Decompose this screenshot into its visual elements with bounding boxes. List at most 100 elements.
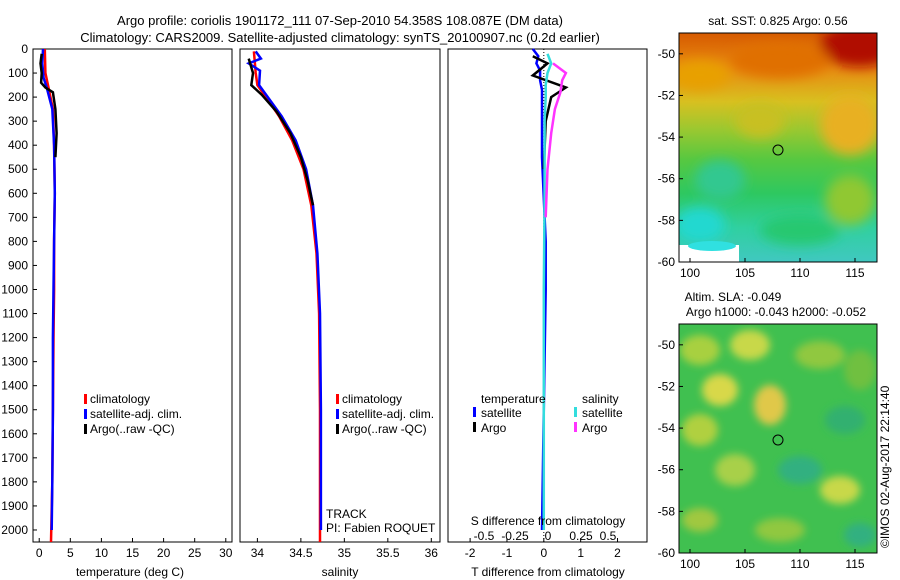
legend-swatch-climatology [84, 394, 87, 404]
difference-xlabel: T difference from climatology [471, 565, 625, 579]
lon-tick-label: 105 [735, 266, 755, 280]
y-tick-label: 800 [8, 234, 28, 248]
sla-lat-axis: -50 -52 -54 -56 -58 -60 [658, 338, 683, 560]
x-tick-label: -1 [502, 546, 513, 560]
track-annotation: TRACK [326, 507, 367, 521]
x-tick-label: 30 [219, 546, 233, 560]
series-line [247, 58, 315, 206]
sst-map: sat. SST: 0.825 Argo: 0.56 -50-52-54-56-… [658, 14, 878, 280]
temperature-x-axis: 0 5 10 15 20 25 30 [36, 538, 233, 560]
legend-swatch-satellite [84, 409, 87, 419]
imos-credit: ©IMOS 02-Aug-2017 22:14:40 [878, 385, 892, 548]
x-tick-label: 2 [614, 546, 621, 560]
lat-tick-label: -58 [658, 504, 676, 518]
legend-label: satellite-adj. clim. [342, 407, 434, 421]
sst-map-title: sat. SST: 0.825 Argo: 0.56 [708, 14, 848, 28]
x-tick-label: 34 [251, 546, 265, 560]
depth-axis: 0 100 200 300 400 500 600 700 800 900 1000 1100 1200… [1, 42, 37, 537]
y-tick-label: 1800 [1, 475, 28, 489]
x-tick-label: 1 [577, 546, 584, 560]
lon-tick-label: 110 [790, 266, 809, 280]
difference-legend: temperature salinity satellite Argo sate… [473, 392, 623, 435]
pi-annotation: PI: Fabien ROQUET [326, 521, 436, 535]
lat-tick-label: -54 [658, 130, 676, 144]
title-line-2: Climatology: CARS2009. Satellite-adjuste… [80, 30, 600, 45]
legend-swatch-argo [84, 424, 87, 434]
sst-map-frame [678, 32, 878, 263]
x2-tick: 0.25 [569, 529, 593, 543]
series-line [542, 53, 553, 530]
x2-tick: -0.25 [501, 529, 529, 543]
legend-label: Argo(..raw -QC) [90, 422, 175, 436]
lon-tick-label: 100 [680, 557, 700, 571]
lat-tick-label: -50 [658, 47, 676, 61]
lat-tick-label: -60 [658, 546, 676, 560]
x2-tick: 0 [545, 529, 552, 543]
x-tick-label: 34.5 [289, 546, 313, 560]
x-tick-label: 35.5 [376, 546, 400, 560]
lon-tick-label: 115 [845, 557, 864, 571]
y-tick-label: 500 [8, 162, 28, 176]
y-tick-label: 1300 [1, 355, 28, 369]
temperature-xlabel: temperature (deg C) [76, 565, 184, 579]
sst-field [679, 33, 877, 262]
y-tick-label: 600 [8, 186, 28, 200]
y-tick-label: 200 [8, 90, 28, 104]
y-tick-label: 1600 [1, 427, 28, 441]
difference-panel: -2 -1 0 1 2 S difference from climatology -0… [447, 48, 648, 579]
legend-label: climatology [342, 392, 402, 406]
legend-header-temperature: temperature [481, 392, 546, 406]
y-tick-label: 2000 [1, 523, 28, 537]
series-line [531, 48, 547, 531]
salinity-legend: climatology satellite-adj. clim. Argo(..… [336, 392, 434, 436]
sla-map-title-2: Argo h1000: -0.043 h2000: -0.052 [686, 305, 866, 319]
series-line [39, 53, 58, 158]
legend-label: climatology [90, 392, 150, 406]
difference-lines [530, 48, 569, 542]
y-tick-label: 1100 [2, 307, 28, 321]
y-tick-label: 1000 [1, 282, 28, 296]
salinity-xlabel: salinity [322, 565, 359, 579]
salinity-lines [245, 50, 323, 542]
legend-label: Argo(..raw -QC) [342, 422, 427, 436]
x-tick-label: 0 [540, 546, 547, 560]
x-tick-label: 36 [425, 546, 439, 560]
lat-tick-label: -56 [658, 463, 676, 477]
x-tick-label: 35 [338, 546, 352, 560]
lat-tick-label: -60 [658, 255, 676, 269]
sla-map-title-1: Altim. SLA: -0.049 [685, 290, 782, 304]
temperature-axes-box [32, 48, 233, 543]
legend-swatch-t-satellite [473, 407, 476, 417]
lat-tick-label: -52 [658, 88, 676, 102]
y-tick-label: 1400 [1, 379, 28, 393]
sla-field [679, 324, 877, 553]
difference-x2label: S difference from climatology [471, 514, 626, 528]
y-tick-label: 1200 [1, 331, 28, 345]
argo-location-marker [772, 144, 784, 156]
legend-label: Argo [481, 421, 507, 435]
legend-label: satellite-adj. clim. [90, 407, 182, 421]
legend-swatch-s-satellite [574, 407, 577, 417]
x-tick-label: 20 [157, 546, 171, 560]
sst-lon-axis: 100 105 110 115 [680, 258, 865, 280]
y-tick-label: 100 [8, 66, 28, 80]
y-tick-label: 1900 [1, 499, 28, 513]
lon-tick-label: 115 [845, 266, 864, 280]
x-tick-label: 15 [126, 546, 140, 560]
lon-tick-label: 105 [735, 557, 755, 571]
argo-location-marker [772, 434, 784, 446]
lon-tick-label: 100 [680, 266, 700, 280]
temperature-panel: 0100200300400500600700800900100011001200… [1, 42, 232, 579]
legend-swatch-t-argo [473, 422, 476, 432]
y-tick-label: 900 [8, 258, 28, 272]
legend-swatch-satellite [336, 409, 339, 419]
temperature-legend: climatology satellite-adj. clim. Argo(..… [84, 392, 182, 436]
lat-tick-label: -50 [658, 338, 676, 352]
x-tick-label: 10 [95, 546, 109, 560]
x2-tick: 0.5 [600, 529, 617, 543]
x-tick-label: 25 [188, 546, 202, 560]
lat-tick-label: -52 [658, 379, 676, 393]
legend-label: satellite [481, 406, 522, 420]
y-tick-label: 700 [8, 210, 28, 224]
